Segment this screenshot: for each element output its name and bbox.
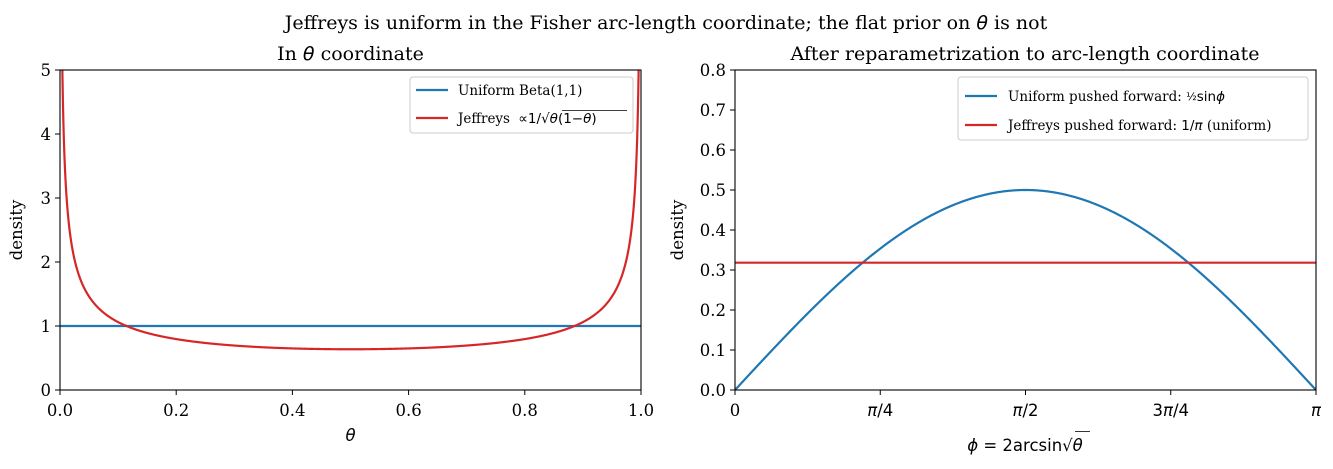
right-y-tick-label: 0.2 <box>700 301 726 320</box>
right-plot-frame <box>734 69 1317 391</box>
left-x-tick-label: 0.2 <box>163 401 189 420</box>
left-chart: In θ coordinate 0.0 0.2 0.4 0.6 0.8 1.0 0 1 2 3 4 5… <box>7 43 654 445</box>
right-x-tick-label: π <box>1311 401 1322 420</box>
left-x-axis-label: θ <box>345 426 355 445</box>
right-x-tick-label: 0 <box>730 401 741 420</box>
left-chart-title: In θ coordinate <box>277 43 424 65</box>
left-y-tick-label: 4 <box>41 125 52 144</box>
right-y-tick-label: 0.3 <box>700 261 726 280</box>
right-y-axis-label: density <box>668 199 687 260</box>
left-y-tick-label: 1 <box>41 317 52 336</box>
figure-suptitle: Jeffreys is uniform in the Fisher arc-le… <box>283 12 1048 34</box>
left-x-tick-label: 0.6 <box>395 401 421 420</box>
left-x-tick-label: 1.0 <box>628 401 654 420</box>
left-x-tick-label: 0.8 <box>512 401 538 420</box>
left-y-tick-label: 5 <box>41 61 52 80</box>
left-series-jeffreys-line <box>61 70 640 351</box>
left-y-tick-label: 0 <box>41 381 52 400</box>
left-y-tick-label: 2 <box>41 253 52 272</box>
left-legend-label-jeffreys: Jeffreys ∝1/√θ(1−θ) <box>456 111 597 127</box>
right-x-tick-label: π/4 <box>867 401 893 420</box>
left-x-tick-label: 0.4 <box>279 401 305 420</box>
right-y-tick-label: 0.4 <box>700 221 726 240</box>
right-y-tick-label: 0.1 <box>700 341 726 360</box>
right-y-tick-label: 0.6 <box>700 141 726 160</box>
left-y-tick-label: 3 <box>41 189 52 208</box>
left-legend: Uniform Beta(1,1) Jeffreys ∝1/√θ(1−θ) <box>409 76 634 134</box>
right-y-tick-label: 0.8 <box>700 61 726 80</box>
right-series-uniform-line <box>735 188 1316 390</box>
right-y-tick-label: 0.7 <box>700 101 726 120</box>
right-x-tick-label: 3π/4 <box>1153 401 1190 420</box>
right-legend: Uniform pushed forward: ½sinϕ Jeffreys p… <box>957 76 1309 141</box>
left-y-axis-label: density <box>7 199 26 260</box>
right-legend-label-jeffreys: Jeffreys pushed forward: 1/π (uniform) <box>1006 118 1271 134</box>
right-y-tick-label: 0.5 <box>700 181 726 200</box>
right-y-tick-label: 0.0 <box>700 381 726 400</box>
left-x-tick-label: 0.0 <box>47 401 73 420</box>
right-chart: After reparametrization to arc-length co… <box>668 43 1322 455</box>
left-legend-label-uniform: Uniform Beta(1,1) <box>458 83 582 99</box>
right-legend-label-uniform: Uniform pushed forward: ½sinϕ <box>1008 89 1225 105</box>
left-plot-frame <box>59 69 642 391</box>
right-x-tick-label: π/2 <box>1013 401 1039 420</box>
right-chart-title: After reparametrization to arc-length co… <box>790 43 1260 65</box>
right-x-axis-label: ϕ = 2arcsin√θ <box>967 436 1083 455</box>
